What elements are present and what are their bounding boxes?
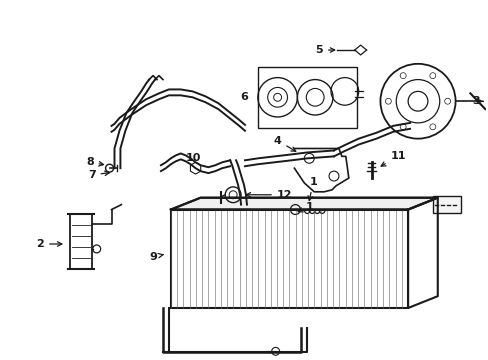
Text: 2: 2 xyxy=(37,239,62,249)
Circle shape xyxy=(407,91,427,111)
Text: 10: 10 xyxy=(185,153,201,163)
Text: 1: 1 xyxy=(307,177,316,201)
Bar xyxy=(170,210,407,308)
Text: 11: 11 xyxy=(380,151,405,166)
Text: 7: 7 xyxy=(88,170,109,180)
Text: 9: 9 xyxy=(149,252,163,262)
Bar xyxy=(257,67,356,128)
Text: 1: 1 xyxy=(298,202,312,212)
Text: 5: 5 xyxy=(315,45,334,55)
Polygon shape xyxy=(170,198,437,210)
Text: 4: 4 xyxy=(273,136,295,151)
Text: 3: 3 xyxy=(471,96,482,106)
Bar xyxy=(70,215,92,269)
Circle shape xyxy=(273,93,281,101)
Bar xyxy=(432,196,460,213)
Text: 12: 12 xyxy=(245,190,292,200)
Text: 6: 6 xyxy=(240,92,247,102)
Circle shape xyxy=(380,64,455,139)
Text: 8: 8 xyxy=(86,157,103,167)
